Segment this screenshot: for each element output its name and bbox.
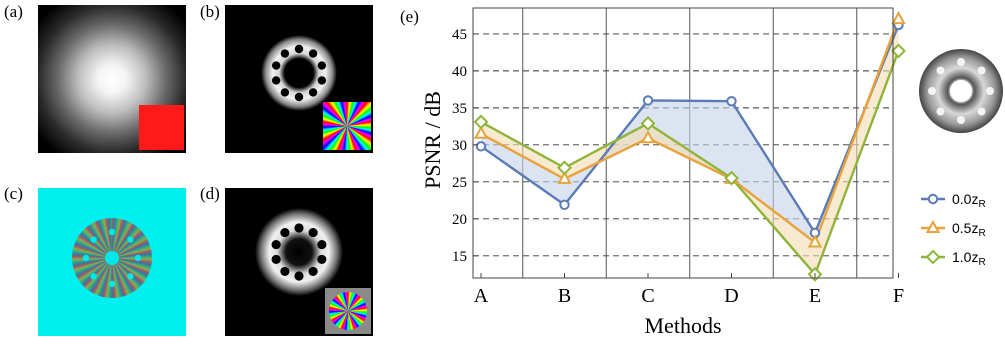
ring-hole xyxy=(986,87,994,95)
panel-b-image xyxy=(225,5,373,153)
series-line xyxy=(480,50,900,277)
y-tick-label: 35 xyxy=(452,101,467,117)
panel-c-label: (c) xyxy=(4,184,23,203)
y-tick-label: 45 xyxy=(452,27,467,43)
ring-hole xyxy=(936,66,945,75)
data-point xyxy=(807,234,823,248)
ring-beam xyxy=(261,35,337,111)
ring-hole xyxy=(108,228,116,236)
series-line xyxy=(480,24,900,236)
ring-hole xyxy=(317,61,327,70)
legend-marker xyxy=(925,249,941,265)
ring-hole xyxy=(127,273,134,280)
data-point xyxy=(640,115,656,131)
data-point xyxy=(473,114,489,130)
data-point xyxy=(557,160,572,176)
ring-hole xyxy=(280,266,290,277)
ring-hole xyxy=(308,227,318,238)
ring-hole xyxy=(308,49,318,58)
panel-d-label: (d) xyxy=(200,184,220,203)
ring-hole xyxy=(271,76,281,85)
ring-beam-blurred xyxy=(255,208,343,296)
plot-frame xyxy=(472,7,894,279)
y-tick-label: 40 xyxy=(452,64,467,80)
y-tick-label: 20 xyxy=(452,212,467,228)
ring-hole xyxy=(108,280,116,288)
spiral-phase-rainbow xyxy=(323,102,371,150)
ring-hole xyxy=(294,92,304,102)
ring-hole xyxy=(936,107,945,116)
x-tick-label: E xyxy=(809,285,821,307)
y-tick-label: 25 xyxy=(452,175,467,191)
ring-hole xyxy=(90,236,97,243)
ring-hole xyxy=(294,271,304,281)
data-point xyxy=(473,125,489,139)
ring-hole xyxy=(271,239,281,250)
ring-hole xyxy=(308,88,318,97)
spiral-phase-gray xyxy=(325,288,371,334)
ring-hole xyxy=(127,236,134,243)
ring-hole xyxy=(977,66,986,75)
panel-b-label: (b) xyxy=(200,2,220,21)
ring-hole xyxy=(134,254,142,262)
ring-hole xyxy=(271,254,281,265)
legend-marker xyxy=(927,193,939,205)
ring-hole xyxy=(317,239,327,250)
ring-hole xyxy=(317,76,327,85)
data-point xyxy=(559,199,570,210)
ring-hole xyxy=(280,88,290,97)
ring-holes xyxy=(271,44,327,102)
ring-holes-cyan xyxy=(82,228,142,288)
ring-hole xyxy=(317,254,327,265)
ring-hole xyxy=(308,266,318,277)
y-tick-label: 30 xyxy=(452,138,467,154)
x-tick-label: D xyxy=(724,285,738,307)
panel-e-label: (e) xyxy=(400,7,419,26)
ring-hole xyxy=(294,44,304,54)
series-line xyxy=(480,18,900,245)
panel-a-image xyxy=(38,5,186,153)
x-axis-label: Methods xyxy=(645,313,722,338)
panel-d-image xyxy=(225,188,373,336)
ring-center-hole xyxy=(105,251,119,265)
ring-hole xyxy=(271,61,281,70)
legend-label: 1.0zR xyxy=(952,249,986,268)
legend-label: 0.0zR xyxy=(952,191,986,210)
ring-hole xyxy=(82,254,90,262)
x-tick-label: A xyxy=(474,285,489,307)
ring-hole xyxy=(957,58,965,66)
ring-hole xyxy=(977,107,986,116)
data-point xyxy=(557,170,572,184)
x-tick-label: F xyxy=(893,285,904,307)
panel-a-label: (a) xyxy=(4,2,23,21)
x-tick-label: B xyxy=(558,285,571,307)
data-point xyxy=(726,96,737,107)
data-point xyxy=(642,95,654,106)
y-axis-label: PSNR / dB xyxy=(420,91,445,189)
data-point xyxy=(475,141,487,152)
data-point xyxy=(891,43,906,59)
legend-label: 0.5zR xyxy=(952,220,986,239)
data-point xyxy=(891,11,906,25)
data-point xyxy=(724,170,739,186)
y-tick-label: 15 xyxy=(452,249,467,265)
series-fill-band xyxy=(481,19,899,243)
panel-c-image xyxy=(38,188,186,336)
ring-hole xyxy=(957,116,965,124)
ring-hole xyxy=(294,223,304,233)
ring-of-holes-inset xyxy=(919,49,1003,133)
ring-holes-d xyxy=(271,223,327,281)
ring-hole xyxy=(280,227,290,238)
red-phase-square xyxy=(139,105,184,150)
x-tick-label: C xyxy=(641,285,654,307)
ring-hole xyxy=(280,49,290,58)
legend-marker xyxy=(925,219,941,233)
ring-hole xyxy=(90,273,97,280)
ring-hole xyxy=(928,87,936,95)
data-point xyxy=(640,130,656,144)
